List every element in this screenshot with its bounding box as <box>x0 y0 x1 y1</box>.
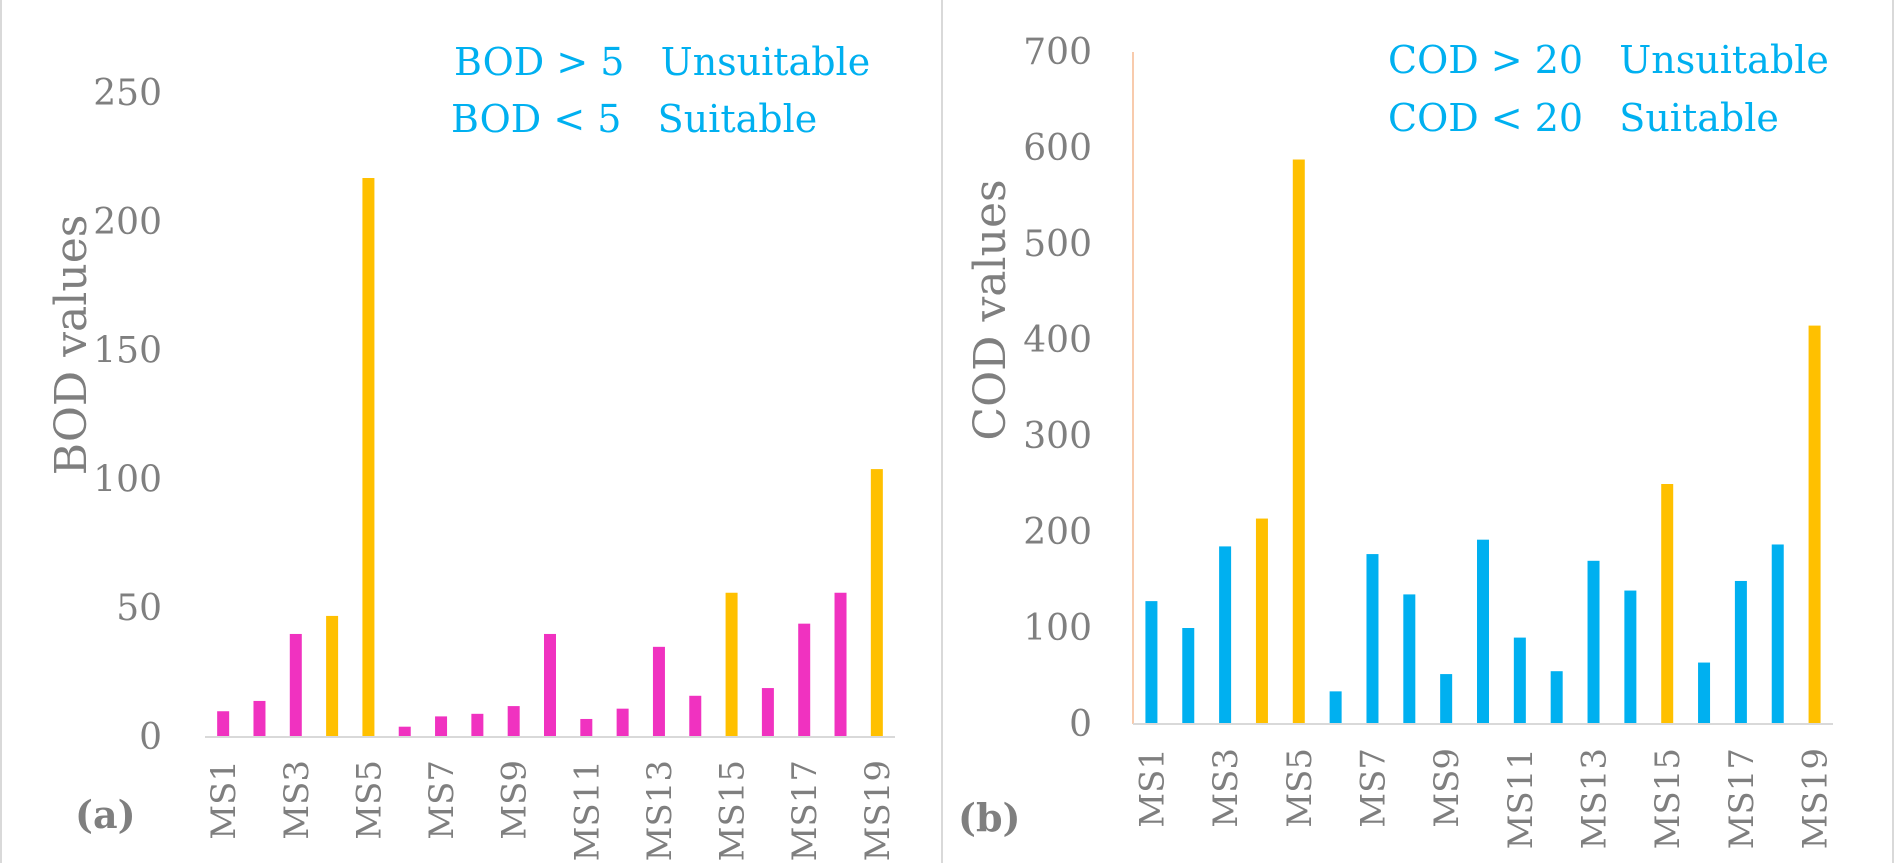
bars <box>1145 159 1821 724</box>
bar-ms1 <box>1145 601 1158 724</box>
bar-ms4 <box>1255 518 1268 724</box>
x-tick-label: MS11 <box>567 760 607 861</box>
x-tick-label: MS17 <box>1722 748 1762 849</box>
bar-ms11 <box>580 718 593 737</box>
x-tick-label: MS9 <box>1427 748 1467 828</box>
x-tick-label: MS15 <box>1648 748 1688 849</box>
bar-ms1 <box>217 711 230 737</box>
bar-ms5 <box>1292 159 1305 724</box>
x-tick-label: MS7 <box>1353 748 1393 828</box>
bar-ms4 <box>326 615 339 737</box>
y-axis-ticks: 0 100 200 300 400 500 600 700 <box>1023 32 1092 745</box>
y-tick-label: 150 <box>93 331 162 372</box>
x-tick-label: MS15 <box>713 760 753 861</box>
y-tick-label: 100 <box>93 459 162 500</box>
bar-ms14 <box>689 695 702 737</box>
bar-ms3 <box>289 633 302 737</box>
bar-ms9 <box>1440 674 1453 724</box>
x-tick-label: MS3 <box>1206 748 1246 828</box>
x-tick-label: MS5 <box>1280 748 1320 828</box>
bars <box>217 178 883 737</box>
bar-ms7 <box>1366 554 1379 724</box>
panel-a-bod: 0 50 100 150 200 250 BOD values BOD > 5 Unsui… <box>46 40 898 861</box>
bar-ms14 <box>1624 590 1637 724</box>
annotation-unsuitable: COD > 20 Unsuitable <box>1388 38 1829 82</box>
bar-ms8 <box>1403 594 1416 724</box>
y-tick-label: 200 <box>1023 512 1092 553</box>
bar-ms2 <box>1182 628 1195 724</box>
x-tick-label: MS9 <box>495 760 535 840</box>
x-tick-label: MS1 <box>204 760 244 840</box>
bar-ms17 <box>1734 580 1747 724</box>
x-tick-label: MS7 <box>422 760 462 840</box>
x-tick-label: MS19 <box>1796 748 1836 849</box>
bar-ms3 <box>1219 546 1232 724</box>
y-axis-ticks: 0 50 100 150 200 250 <box>93 73 162 758</box>
bar-ms5 <box>362 178 375 737</box>
annotation-suitable: BOD < 5 Suitable <box>451 97 817 141</box>
bar-ms16 <box>761 688 774 737</box>
bar-ms19 <box>1808 325 1821 724</box>
bar-ms18 <box>1771 544 1784 724</box>
bar-ms16 <box>1698 662 1711 724</box>
x-axis-ticks: MS1 MS3 MS5 MS7 MS9 MS11 MS13 MS15 MS17 MS19 <box>1132 748 1835 849</box>
y-tick-label: 600 <box>1023 128 1092 169</box>
x-tick-label: MS13 <box>1575 748 1615 849</box>
bar-ms2 <box>253 700 266 737</box>
bar-ms18 <box>834 592 847 737</box>
bar-ms11 <box>1513 637 1526 724</box>
y-tick-label: 0 <box>1069 704 1092 745</box>
annotation-suitable: COD < 20 Suitable <box>1388 96 1779 140</box>
y-tick-label: 50 <box>116 588 162 629</box>
bar-ms12 <box>1550 671 1563 724</box>
bar-ms19 <box>870 469 883 737</box>
x-tick-label: MS5 <box>349 760 389 840</box>
x-tick-label: MS1 <box>1132 748 1172 828</box>
bar-ms17 <box>798 623 811 737</box>
bar-ms8 <box>471 713 484 737</box>
y-tick-label: 0 <box>139 717 162 758</box>
bar-ms6 <box>398 726 411 737</box>
panel-label: (a) <box>75 792 136 837</box>
y-axis-title: COD values <box>965 179 1016 440</box>
x-tick-label: MS17 <box>785 760 825 861</box>
y-tick-label: 250 <box>93 73 162 114</box>
x-axis-ticks: MS1 MS3 MS5 MS7 MS9 MS11 MS13 MS15 MS17 MS19 <box>204 760 898 861</box>
y-axis-title: BOD values <box>46 215 97 476</box>
y-tick-label: 700 <box>1023 32 1092 73</box>
bar-ms15 <box>725 592 738 737</box>
x-tick-label: MS13 <box>640 760 680 861</box>
bar-ms10 <box>544 633 556 737</box>
x-tick-label: MS3 <box>277 760 317 840</box>
y-tick-label: 200 <box>93 202 162 243</box>
panel-label: (b) <box>958 795 1021 840</box>
bar-ms7 <box>435 716 448 737</box>
x-tick-label: MS11 <box>1501 748 1541 849</box>
x-tick-label: MS19 <box>858 760 898 861</box>
annotation-unsuitable: BOD > 5 Unsuitable <box>454 40 870 84</box>
bar-ms12 <box>616 708 629 737</box>
bar-ms13 <box>652 646 665 737</box>
bar-ms6 <box>1329 691 1342 724</box>
bar-ms15 <box>1661 484 1674 724</box>
y-tick-label: 100 <box>1023 608 1092 649</box>
y-tick-label: 500 <box>1023 224 1092 265</box>
panel-b-cod: 0 100 200 300 400 500 600 700 COD values COD > … <box>958 32 1836 849</box>
bar-ms13 <box>1587 560 1600 724</box>
y-tick-label: 300 <box>1023 416 1092 457</box>
bar-ms9 <box>507 706 520 737</box>
bar-ms10 <box>1477 539 1489 724</box>
y-tick-label: 400 <box>1023 320 1092 361</box>
